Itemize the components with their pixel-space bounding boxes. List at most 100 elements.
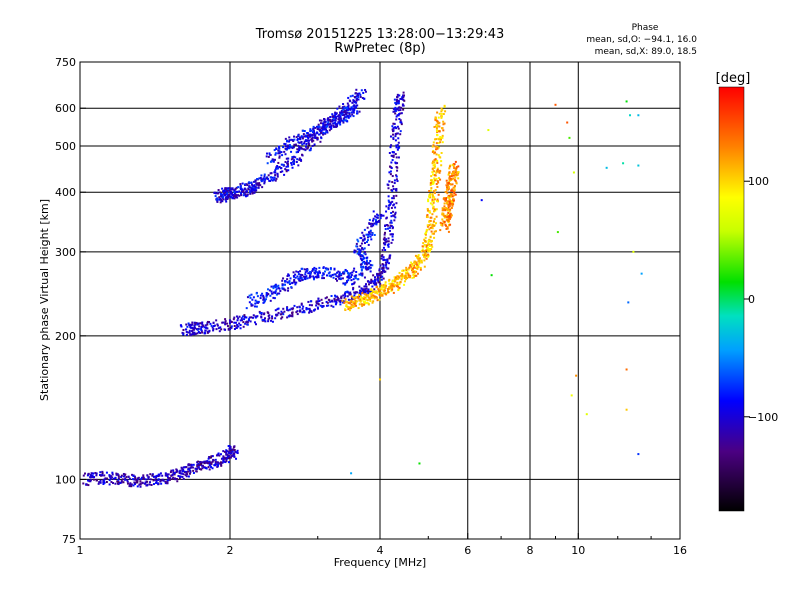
data-point xyxy=(342,294,345,297)
data-point xyxy=(432,210,435,213)
data-point xyxy=(294,156,297,159)
data-point xyxy=(426,216,429,219)
data-point xyxy=(397,285,400,288)
colorbar-tick-label: 0 xyxy=(748,293,755,306)
data-point xyxy=(362,291,365,294)
data-point xyxy=(444,209,447,212)
data-point xyxy=(387,288,390,291)
data-point xyxy=(381,254,384,257)
data-point xyxy=(384,261,387,264)
data-point xyxy=(391,210,394,213)
data-point xyxy=(453,171,456,174)
data-point xyxy=(296,275,299,278)
data-point xyxy=(292,274,295,277)
data-point xyxy=(184,328,187,331)
data-point xyxy=(347,308,350,311)
data-point xyxy=(424,256,427,259)
data-point xyxy=(350,279,353,282)
data-point xyxy=(133,481,136,484)
data-point xyxy=(568,136,571,139)
data-point xyxy=(325,128,328,131)
data-point xyxy=(363,252,366,255)
data-point xyxy=(108,479,111,482)
data-point xyxy=(133,483,136,486)
data-point xyxy=(320,298,323,301)
data-point xyxy=(361,273,364,276)
data-point xyxy=(213,191,216,194)
data-point xyxy=(364,296,367,299)
data-point xyxy=(389,165,392,168)
data-point xyxy=(111,476,114,479)
data-point xyxy=(90,472,93,475)
data-point xyxy=(317,123,320,126)
data-point xyxy=(182,473,185,476)
data-point xyxy=(319,271,322,274)
data-point xyxy=(358,293,361,296)
y-tick-label: 750 xyxy=(55,56,76,69)
data-point xyxy=(248,185,251,188)
data-point xyxy=(444,199,447,202)
data-point xyxy=(448,171,451,174)
data-point xyxy=(117,483,120,486)
data-point xyxy=(378,298,381,301)
data-point xyxy=(457,171,460,174)
data-point xyxy=(247,319,250,322)
data-point xyxy=(431,193,434,196)
data-point xyxy=(182,332,185,335)
data-point xyxy=(394,206,397,209)
data-point xyxy=(386,289,389,292)
data-point xyxy=(443,214,446,217)
data-point xyxy=(370,292,373,295)
data-point xyxy=(427,255,430,258)
data-point xyxy=(308,276,311,279)
data-point xyxy=(435,153,438,156)
data-point xyxy=(395,175,398,178)
data-point xyxy=(446,192,449,195)
data-point xyxy=(262,296,265,299)
data-point xyxy=(294,143,297,146)
data-point xyxy=(431,232,434,235)
data-point xyxy=(345,109,348,112)
data-point xyxy=(377,290,380,293)
data-point xyxy=(362,258,365,261)
data-point xyxy=(388,204,391,207)
data-point xyxy=(400,278,403,281)
data-point xyxy=(334,303,337,306)
data-point xyxy=(373,295,376,298)
data-point xyxy=(447,187,450,190)
data-point xyxy=(222,198,225,201)
data-point xyxy=(342,301,345,304)
data-point xyxy=(410,265,413,268)
data-point xyxy=(212,325,215,328)
data-point xyxy=(419,260,422,263)
data-point xyxy=(166,481,169,484)
data-point xyxy=(307,146,310,149)
data-point xyxy=(308,311,311,314)
data-point xyxy=(370,238,373,241)
data-point xyxy=(451,183,454,186)
data-point xyxy=(364,302,367,305)
data-point xyxy=(311,133,314,136)
data-point xyxy=(212,458,215,461)
data-point xyxy=(427,250,430,253)
data-point xyxy=(344,298,347,301)
data-point xyxy=(356,248,359,251)
data-point xyxy=(357,96,360,99)
data-point xyxy=(354,100,357,103)
data-point xyxy=(448,175,451,178)
data-point xyxy=(382,277,385,280)
data-point xyxy=(384,292,387,295)
data-point xyxy=(428,238,431,241)
data-point xyxy=(397,146,400,149)
data-point xyxy=(239,319,242,322)
data-point xyxy=(283,288,286,291)
data-point xyxy=(397,156,400,159)
data-point xyxy=(355,99,358,102)
data-point xyxy=(200,468,203,471)
data-point xyxy=(431,145,434,148)
data-point xyxy=(167,477,170,480)
data-point xyxy=(277,145,280,148)
data-point xyxy=(95,478,98,481)
data-point xyxy=(332,117,335,120)
data-point xyxy=(393,182,396,185)
